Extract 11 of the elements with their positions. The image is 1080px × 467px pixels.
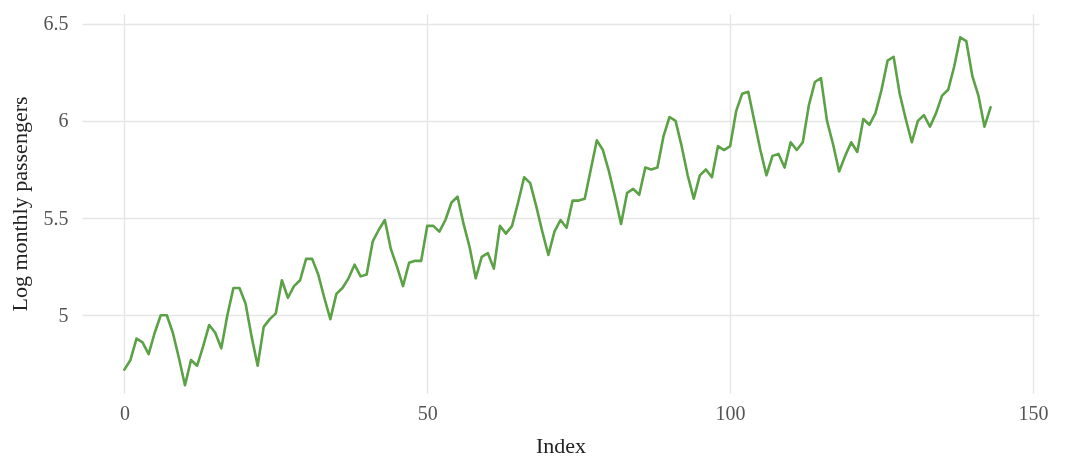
x-tick-label: 150 bbox=[1018, 401, 1049, 424]
y-axis-title: Log monthly passengers bbox=[6, 96, 32, 312]
y-tick-label: 5.5 bbox=[43, 206, 69, 229]
x-tick-label: 100 bbox=[715, 401, 746, 424]
line-series bbox=[123, 36, 992, 387]
y-tick-label: 6 bbox=[58, 109, 69, 132]
y-tick-label: 6.5 bbox=[43, 12, 69, 35]
x-tick-label: 0 bbox=[119, 401, 130, 424]
x-tick-label: 50 bbox=[417, 401, 438, 424]
x-axis-title: Index bbox=[535, 432, 587, 458]
y-tick-label: 5 bbox=[58, 303, 69, 326]
